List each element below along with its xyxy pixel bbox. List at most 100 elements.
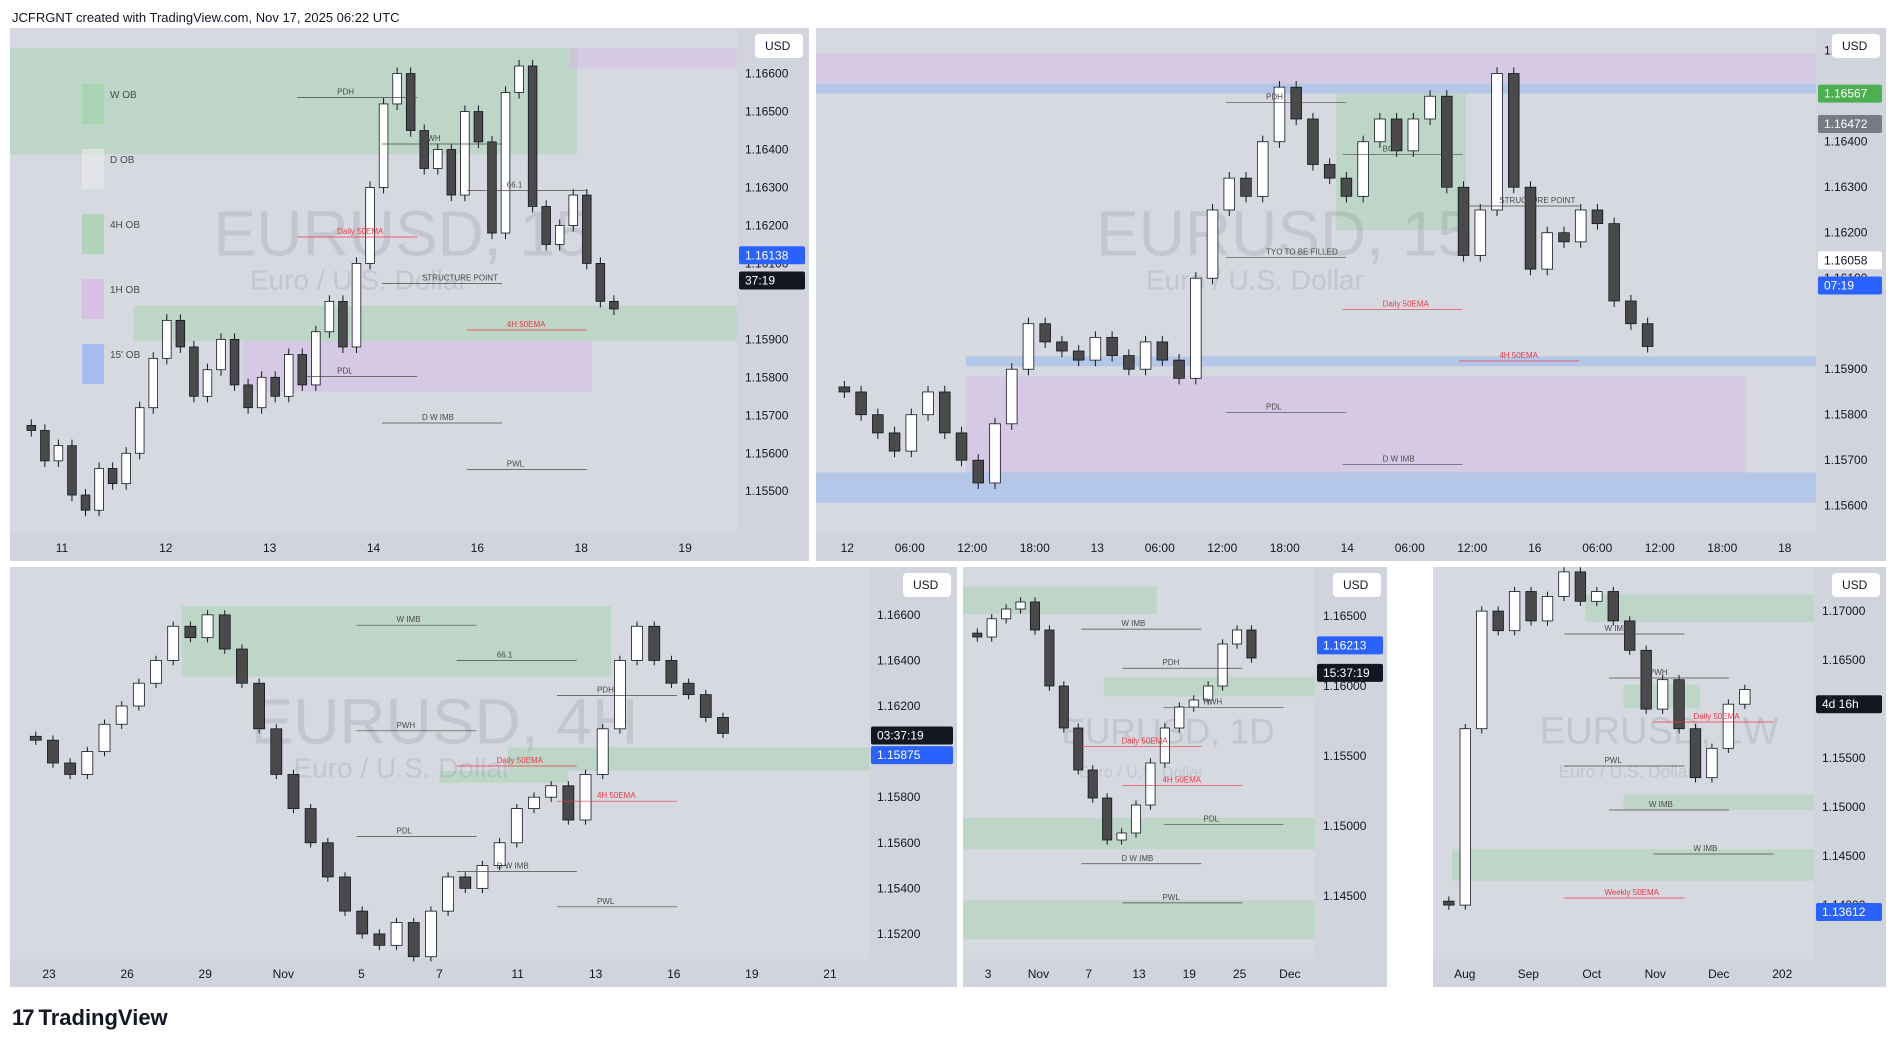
candle-body[interactable]: [905, 414, 918, 452]
candle-body[interactable]: [1508, 591, 1521, 632]
candle-body[interactable]: [493, 842, 506, 866]
candle-body[interactable]: [1087, 769, 1098, 799]
candle-body[interactable]: [595, 263, 606, 302]
candle-body[interactable]: [487, 141, 497, 234]
candle-body[interactable]: [94, 468, 104, 511]
candle-body[interactable]: [582, 194, 592, 264]
candle-body[interactable]: [1591, 591, 1603, 602]
candle-body[interactable]: [1145, 762, 1156, 806]
candle-body[interactable]: [442, 876, 454, 912]
candle-body[interactable]: [562, 785, 575, 821]
candle-body[interactable]: [1223, 177, 1236, 211]
candle-body[interactable]: [253, 682, 266, 730]
candle-body[interactable]: [148, 357, 158, 409]
candle-body[interactable]: [579, 773, 592, 821]
candle-body[interactable]: [243, 384, 253, 409]
candle-body[interactable]: [1457, 186, 1470, 256]
candle-body[interactable]: [1407, 118, 1420, 152]
candle-body[interactable]: [1491, 73, 1503, 211]
candle-body[interactable]: [922, 391, 934, 416]
candle-body[interactable]: [1525, 591, 1537, 622]
candle-body[interactable]: [1246, 629, 1257, 659]
candle-body[interactable]: [1739, 689, 1751, 705]
candle-body[interactable]: [699, 694, 712, 718]
candle-body[interactable]: [373, 933, 386, 946]
candle-body[interactable]: [311, 331, 321, 386]
candle-body[interactable]: [297, 354, 308, 386]
candle-body[interactable]: [26, 425, 37, 431]
candle-body[interactable]: [229, 338, 240, 386]
candle-body[interactable]: [1508, 73, 1520, 188]
candle-body[interactable]: [64, 762, 77, 775]
candle-body[interactable]: [1706, 747, 1718, 779]
candle-body[interactable]: [1232, 629, 1243, 645]
candle-body[interactable]: [1656, 679, 1669, 710]
candle-body[interactable]: [510, 808, 523, 844]
candle-body[interactable]: [419, 130, 429, 169]
candle-body[interactable]: [1390, 118, 1403, 152]
candle-body[interactable]: [1689, 728, 1702, 779]
candle-body[interactable]: [939, 391, 951, 434]
candle-body[interactable]: [1039, 323, 1051, 343]
candle-body[interactable]: [1625, 300, 1637, 325]
chart-panel-4h[interactable]: EURUSD, 4H Euro / U.S. Dollar 1.16600 1.164…: [10, 567, 957, 987]
candle-body[interactable]: [390, 922, 403, 946]
candle-body[interactable]: [1206, 209, 1219, 279]
candle-body[interactable]: [989, 423, 1001, 484]
candle-body[interactable]: [1608, 223, 1620, 302]
candle-body[interactable]: [201, 614, 214, 639]
candle-body[interactable]: [476, 865, 489, 889]
candle-body[interactable]: [1541, 232, 1553, 270]
currency-button[interactable]: [1832, 573, 1880, 597]
candle-body[interactable]: [351, 263, 362, 348]
candle-body[interactable]: [682, 682, 695, 696]
candle-body[interactable]: [1357, 141, 1369, 197]
candle-body[interactable]: [1173, 359, 1185, 379]
candle-body[interactable]: [80, 494, 91, 511]
candle-body[interactable]: [1089, 336, 1102, 361]
candle-body[interactable]: [338, 300, 348, 348]
candle-body[interactable]: [1102, 797, 1113, 841]
chart-panel-1d[interactable]: EURUSD, 1D Euro / U.S. Dollar 1.16500 1.160…: [963, 567, 1387, 987]
currency-button[interactable]: [755, 34, 803, 58]
candle-body[interactable]: [1001, 608, 1012, 620]
candle-body[interactable]: [1058, 685, 1069, 729]
candle-body[interactable]: [256, 376, 267, 409]
candle-body[interactable]: [527, 65, 538, 207]
candle-body[interactable]: [218, 614, 231, 650]
candle-body[interactable]: [1174, 706, 1185, 729]
candle-body[interactable]: [287, 773, 300, 809]
candle-body[interactable]: [1217, 643, 1228, 687]
candle-body[interactable]: [405, 73, 416, 131]
candle-body[interactable]: [514, 65, 524, 93]
candle-body[interactable]: [1273, 86, 1286, 143]
candle-body[interactable]: [40, 430, 50, 462]
candle-body[interactable]: [321, 842, 334, 878]
chart-svg[interactable]: EURUSD, 1W Euro / U.S. Dollar 1.17000 1.165…: [1433, 567, 1886, 987]
candle-body[interactable]: [1188, 699, 1199, 708]
candle-body[interactable]: [1072, 350, 1085, 361]
candle-body[interactable]: [460, 111, 470, 196]
candle-body[interactable]: [1323, 164, 1336, 179]
candle-body[interactable]: [1574, 571, 1587, 602]
candle-body[interactable]: [717, 717, 729, 734]
candle-body[interactable]: [596, 728, 609, 775]
candle-body[interactable]: [545, 785, 558, 798]
candle-body[interactable]: [175, 319, 186, 348]
candle-body[interactable]: [1459, 728, 1471, 906]
candle-body[interactable]: [1203, 685, 1214, 701]
candle-body[interactable]: [665, 660, 678, 684]
candle-body[interactable]: [115, 705, 128, 725]
candle-body[interactable]: [1374, 118, 1386, 143]
candle-body[interactable]: [1558, 571, 1570, 597]
candle-body[interactable]: [356, 910, 369, 935]
candle-body[interactable]: [107, 468, 118, 485]
candle-body[interactable]: [1159, 727, 1170, 764]
candle-body[interactable]: [1558, 232, 1570, 243]
candle-body[interactable]: [541, 206, 551, 245]
candle-body[interactable]: [1022, 323, 1035, 370]
